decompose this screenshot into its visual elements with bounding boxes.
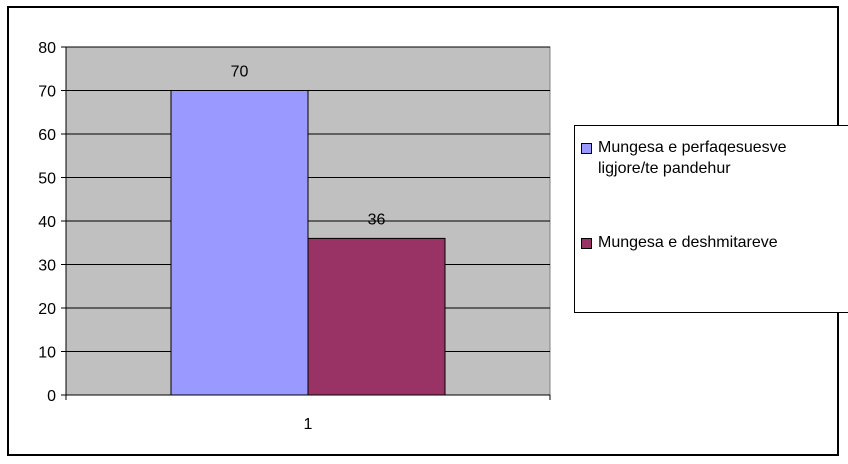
data-label-series-2: 36 bbox=[368, 211, 386, 228]
y-tick-label-30: 30 bbox=[38, 258, 56, 275]
y-tick-label-70: 70 bbox=[38, 84, 56, 101]
y-tick-label-60: 60 bbox=[38, 127, 56, 144]
bars bbox=[170, 90, 446, 396]
bar-series-2 bbox=[307, 237, 446, 396]
y-tick-label-0: 0 bbox=[47, 388, 56, 405]
legend-swatch-series-2 bbox=[581, 238, 592, 249]
legend: Mungesa e perfaqesuesve ligjore/te pande… bbox=[574, 125, 848, 313]
x-tick-label-1: 1 bbox=[304, 416, 313, 433]
data-labels: 70 36 bbox=[231, 64, 386, 229]
y-tick-label-50: 50 bbox=[38, 171, 56, 188]
y-tick-label-10: 10 bbox=[38, 345, 56, 362]
x-axis-ticks: 1 bbox=[65, 395, 551, 433]
legend-swatch-series-1 bbox=[581, 143, 592, 154]
data-label-series-1: 70 bbox=[231, 64, 249, 81]
y-tick-label-20: 20 bbox=[38, 301, 56, 318]
legend-item-series-2: Mungesa e deshmitareve bbox=[581, 232, 848, 253]
y-tick-label-80: 80 bbox=[38, 40, 56, 57]
bar-series-1 bbox=[170, 90, 309, 396]
y-tick-label-40: 40 bbox=[38, 214, 56, 231]
y-axis-ticks: 0 10 20 30 40 50 60 70 80 bbox=[38, 40, 66, 405]
legend-item-series-1: Mungesa e perfaqesuesve ligjore/te pande… bbox=[581, 137, 848, 179]
legend-label-series-2: Mungesa e deshmitareve bbox=[598, 234, 778, 251]
legend-label-series-1: Mungesa e perfaqesuesve ligjore/te pande… bbox=[598, 139, 787, 177]
